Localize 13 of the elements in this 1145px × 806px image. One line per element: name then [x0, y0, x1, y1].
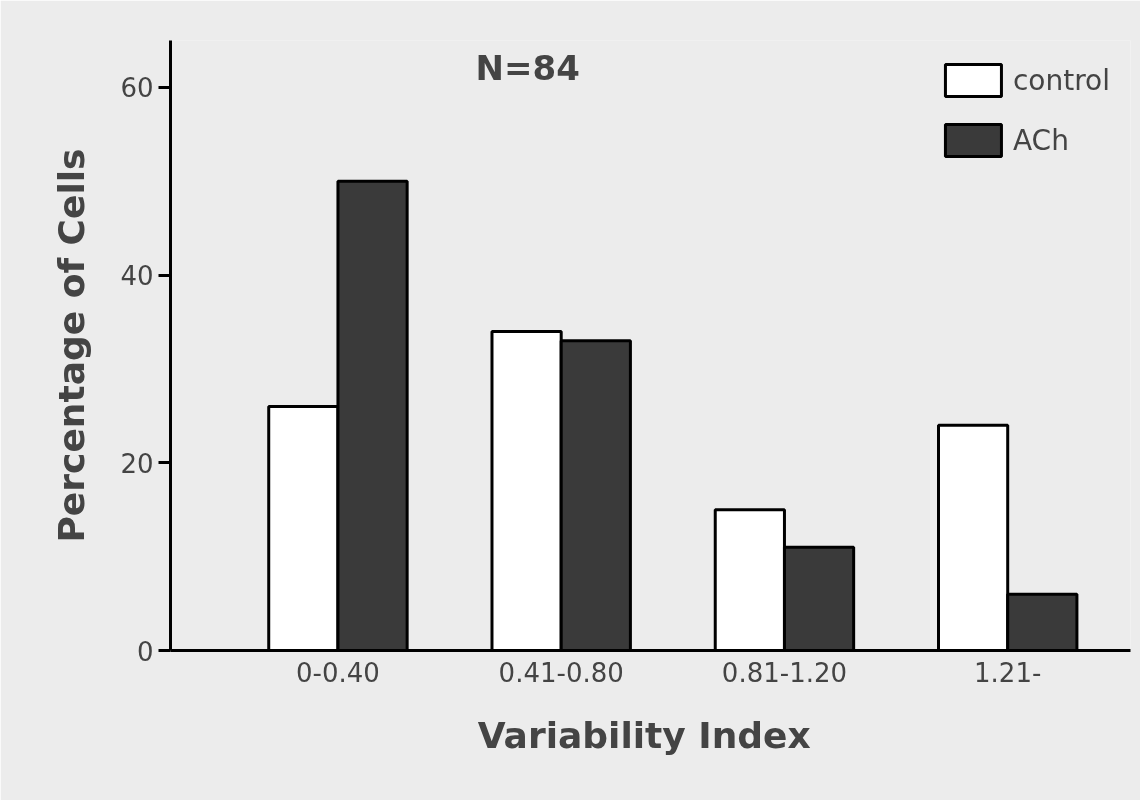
x-tick-label: 1.21-: [974, 657, 1042, 688]
y-axis-title: Percentage of Cells: [51, 148, 93, 543]
y-tick-label: 0: [136, 636, 154, 667]
x-tick-label: 0.41-0.80: [498, 657, 624, 688]
x-tick-label: 0-0.40: [296, 657, 380, 688]
x-axis-title: Variability Index: [477, 714, 811, 756]
y-tick-label: 60: [120, 73, 154, 104]
legend-label: ACh: [1012, 123, 1069, 157]
y-tick-label: 20: [120, 448, 154, 479]
annotation: N=84: [475, 47, 580, 88]
legend-label: control: [1012, 63, 1110, 97]
y-tick-label: 40: [120, 261, 154, 292]
x-tick-label: 0.81-1.20: [721, 657, 848, 688]
